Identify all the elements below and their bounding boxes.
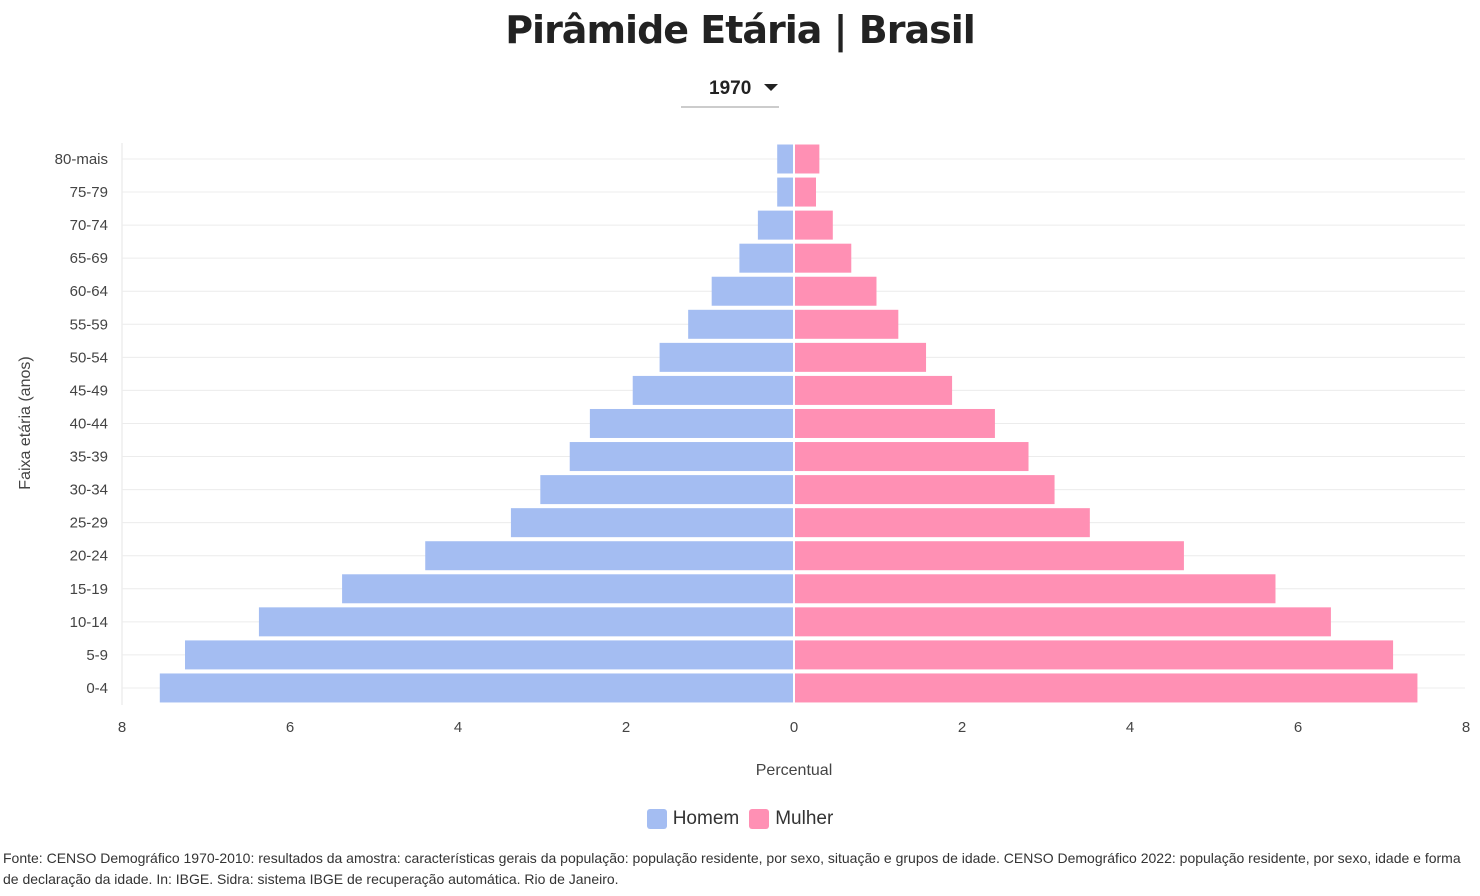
y-tick-label: 75-79	[70, 184, 108, 201]
legend-swatch-homem	[646, 809, 667, 829]
bar-mulher-70-74[interactable]	[795, 210, 833, 240]
y-tick-label: 20-24	[70, 548, 108, 565]
bar-mulher-45-49[interactable]	[795, 375, 953, 405]
bar-homem-60-64[interactable]	[711, 276, 794, 306]
bar-mulher-55-59[interactable]	[795, 309, 899, 339]
y-tick-label: 25-29	[70, 515, 108, 532]
legend-item-mulher[interactable]: Mulher	[749, 808, 833, 830]
bar-mulher-80-mais[interactable]	[795, 144, 820, 174]
y-tick-label: 30-34	[70, 482, 108, 499]
chevron-down-icon	[764, 84, 778, 91]
year-dropdown[interactable]: 1970	[681, 74, 779, 108]
bar-homem-30-34[interactable]	[540, 475, 794, 505]
bar-mulher-35-39[interactable]	[795, 442, 1029, 472]
bar-mulher-0-4[interactable]	[795, 673, 1418, 703]
y-tick-label: 0-4	[86, 680, 108, 697]
x-tick-label: 8	[1462, 719, 1470, 736]
y-tick-label: 35-39	[70, 449, 108, 466]
bar-homem-5-9[interactable]	[185, 640, 794, 670]
bar-mulher-15-19[interactable]	[795, 574, 1276, 604]
x-tick-label: 6	[1294, 719, 1302, 736]
y-tick-label: 40-44	[70, 415, 108, 432]
bar-homem-65-69[interactable]	[739, 243, 794, 273]
bar-mulher-75-79[interactable]	[795, 177, 816, 207]
source-note: Fonte: CENSO Demográfico 1970-2010: resu…	[3, 850, 1461, 887]
x-tick-label: 4	[454, 719, 462, 736]
y-tick-label: 45-49	[70, 382, 108, 399]
bar-mulher-10-14[interactable]	[795, 607, 1331, 637]
legend-label-homem: Homem	[672, 808, 740, 829]
bar-homem-80-mais[interactable]	[777, 144, 794, 174]
x-tick-label: 2	[958, 719, 966, 736]
bar-homem-25-29[interactable]	[510, 508, 794, 538]
bar-homem-55-59[interactable]	[688, 309, 794, 339]
bar-homem-50-54[interactable]	[659, 342, 794, 372]
bar-homem-45-49[interactable]	[632, 375, 794, 405]
legend: Homem Mulher	[0, 808, 1480, 830]
x-tick-label: 6	[286, 719, 294, 736]
bar-homem-15-19[interactable]	[342, 574, 794, 604]
legend-swatch-mulher	[749, 809, 770, 829]
x-axis-title: Percentual	[756, 762, 833, 779]
bar-mulher-60-64[interactable]	[795, 276, 877, 306]
y-tick-label: 15-19	[70, 581, 108, 598]
legend-item-homem[interactable]: Homem	[646, 808, 740, 830]
bar-homem-70-74[interactable]	[757, 210, 794, 240]
bar-homem-35-39[interactable]	[569, 442, 794, 472]
y-tick-label: 80-mais	[55, 151, 108, 168]
bar-homem-20-24[interactable]	[425, 541, 794, 571]
x-tick-label: 8	[118, 719, 126, 736]
y-tick-label: 65-69	[70, 250, 108, 267]
bar-mulher-50-54[interactable]	[795, 342, 927, 372]
y-tick-label: 50-54	[70, 349, 108, 366]
y-axis-title: Faixa etária (anos)	[17, 356, 34, 489]
y-tick-label: 10-14	[70, 614, 108, 631]
chart-title: Pirâmide Etária | Brasil	[505, 8, 976, 52]
x-tick-label: 2	[622, 719, 630, 736]
bar-homem-0-4[interactable]	[159, 673, 795, 703]
y-tick-label: 60-64	[70, 283, 108, 300]
pyramid-chart: 80-mais75-7970-7465-6960-6455-5950-5445-…	[17, 143, 1470, 779]
bar-mulher-20-24[interactable]	[795, 541, 1184, 571]
bar-mulher-25-29[interactable]	[795, 508, 1090, 538]
bar-mulher-30-34[interactable]	[795, 475, 1055, 505]
bar-mulher-40-44[interactable]	[795, 408, 995, 438]
year-dropdown-value: 1970	[709, 78, 752, 99]
y-tick-label: 5-9	[86, 647, 108, 664]
y-tick-label: 70-74	[70, 217, 108, 234]
legend-label-mulher: Mulher	[775, 808, 834, 829]
bar-homem-40-44[interactable]	[589, 408, 794, 438]
x-tick-label: 0	[790, 719, 798, 736]
bar-mulher-65-69[interactable]	[795, 243, 852, 273]
bar-mulher-5-9[interactable]	[795, 640, 1394, 670]
bar-homem-10-14[interactable]	[258, 607, 794, 637]
bar-homem-75-79[interactable]	[777, 177, 794, 207]
x-tick-label: 4	[1126, 719, 1134, 736]
y-tick-label: 55-59	[70, 316, 108, 333]
